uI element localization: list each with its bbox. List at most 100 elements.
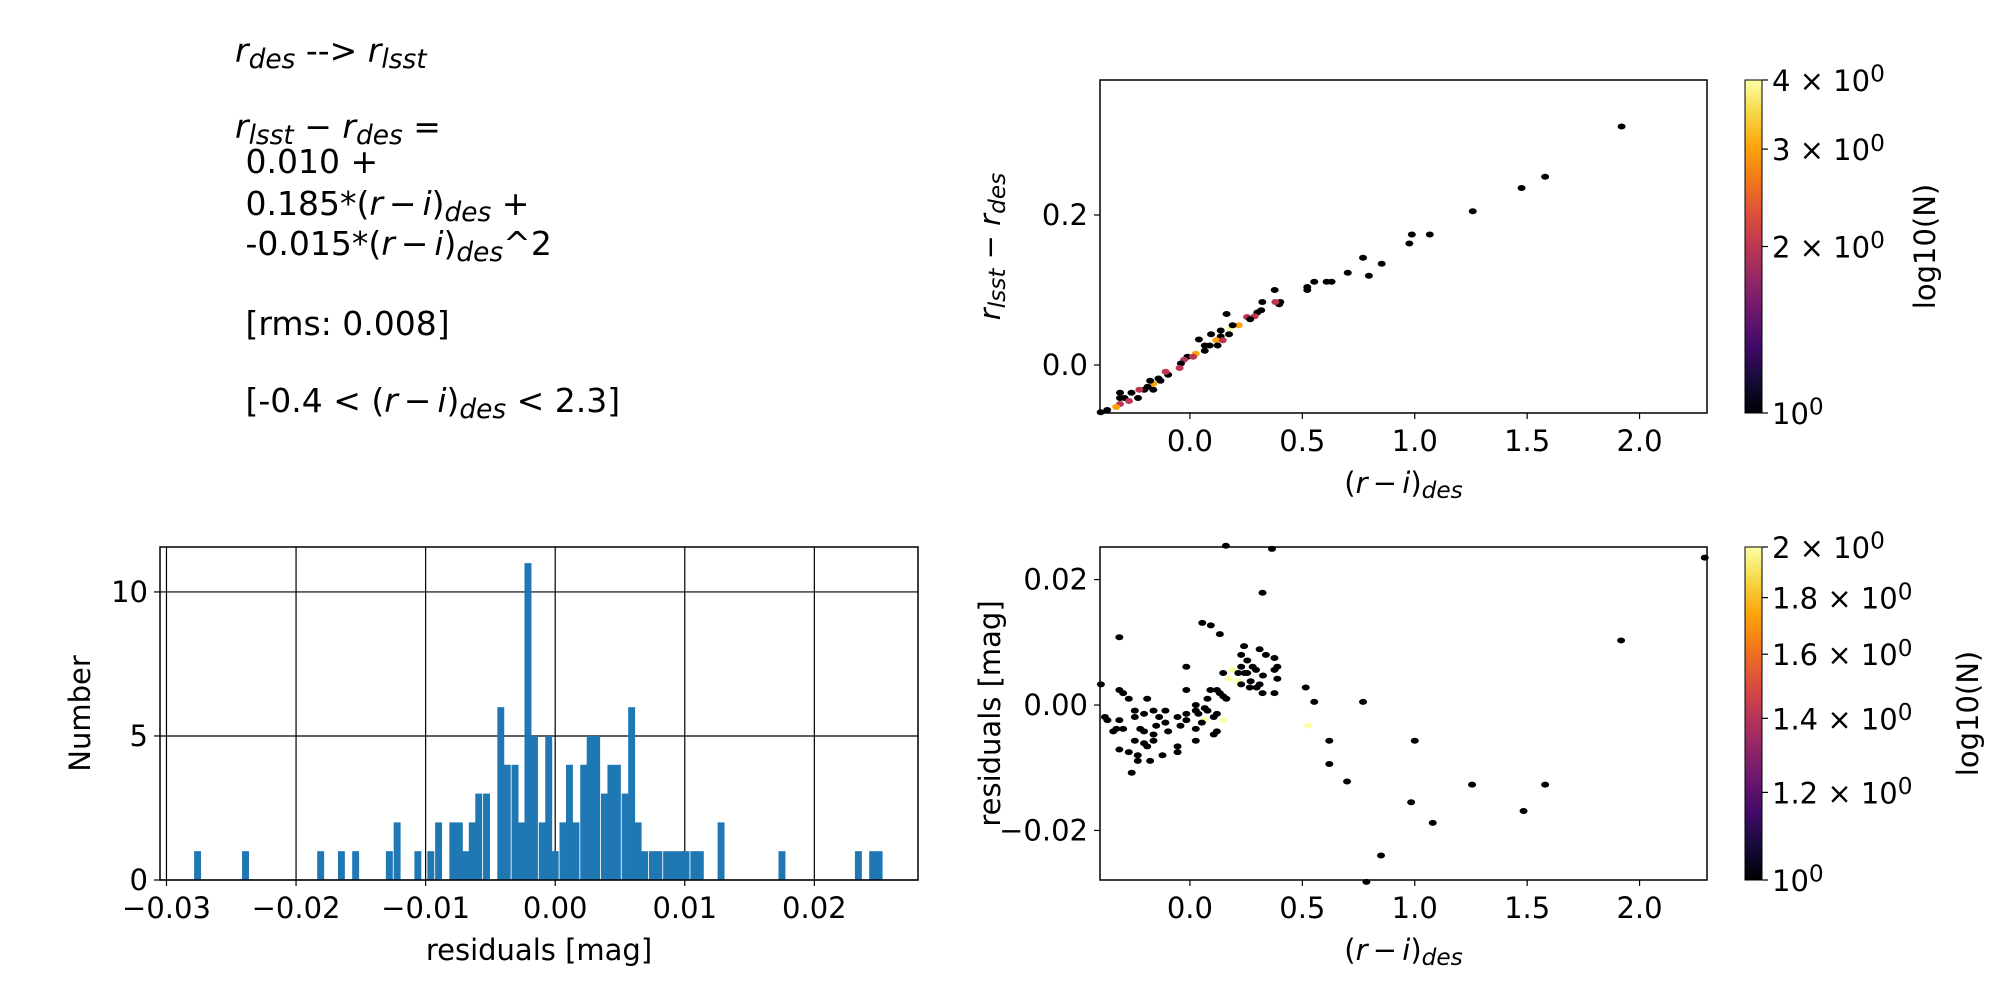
- equation-line6: [rms: 0.008]: [235, 304, 450, 343]
- scatter-point: [1325, 760, 1334, 767]
- scatter-point: [1301, 684, 1310, 691]
- histogram-bar: [455, 822, 463, 880]
- scatter-point: [1425, 231, 1434, 238]
- scatter-point: [1115, 634, 1124, 641]
- scatter-point: [1143, 695, 1152, 702]
- histogram-bar: [854, 851, 862, 880]
- y-axis-label: rlsst − rdes: [973, 173, 1011, 320]
- scatter-point: [1234, 322, 1243, 329]
- scatter-point: [1119, 690, 1128, 697]
- scatter-point: [1258, 690, 1267, 697]
- colorbar-tick-label: 3 × 100: [1772, 130, 1885, 167]
- scatter-point: [1143, 743, 1152, 750]
- scatter-point: [1173, 749, 1182, 756]
- y-tick-label: 0.0: [1042, 348, 1088, 382]
- colorbar-tick-label: 100: [1772, 394, 1824, 431]
- histogram-bar: [518, 822, 525, 880]
- scatter-point: [1222, 695, 1231, 702]
- scatter-point: [1519, 808, 1528, 815]
- scatter-point: [1116, 389, 1125, 396]
- scatter-point: [1252, 684, 1261, 691]
- histogram-bar: [628, 707, 636, 880]
- x-tick-label: 1.0: [1392, 891, 1438, 925]
- plot-area: [1100, 547, 1707, 880]
- scatter-point: [1152, 722, 1161, 729]
- x-tick-label: 0.0: [1167, 891, 1213, 925]
- histogram-bar: [393, 822, 401, 880]
- scatter-point: [1237, 651, 1246, 658]
- scatter-point: [1255, 646, 1264, 653]
- scatter-point: [1194, 710, 1203, 717]
- colorbar: 100 2 × 100 3 × 100 4 × 100 log10(N): [1744, 61, 1942, 431]
- scatter-point: [1252, 666, 1261, 673]
- scatter-point: [1359, 254, 1368, 261]
- scatter-point: [1215, 631, 1224, 638]
- scatter-point: [1209, 731, 1218, 738]
- scatter-point: [1133, 752, 1142, 759]
- scatter-point: [1127, 769, 1136, 776]
- colorbar-tick-label: 2 × 100: [1772, 227, 1885, 264]
- scatter-point: [1146, 757, 1155, 764]
- colorbar-tick-label: 1.8 × 100: [1772, 578, 1913, 615]
- axes-frame: [1099, 546, 1708, 881]
- scatter-point: [1164, 728, 1173, 735]
- scatter-point: [1182, 717, 1191, 724]
- scatter-point: [1112, 404, 1121, 410]
- scatter-point: [1377, 852, 1386, 859]
- scatter-point: [1407, 799, 1416, 806]
- scatter-point: [1228, 666, 1237, 673]
- equation-line1: rdes --> rlsst: [235, 31, 428, 75]
- scatter-point: [1219, 717, 1228, 724]
- plot-area: [1100, 80, 1707, 413]
- histogram-bar: [663, 851, 671, 880]
- histogram-bar: [337, 851, 345, 880]
- y-tick-label: 0.02: [1023, 563, 1088, 597]
- x-tick-label: −0.02: [252, 891, 341, 925]
- colorbar-label: log10(N): [1908, 184, 1942, 309]
- scatter-point: [1243, 670, 1252, 677]
- x-tick-label: −0.01: [381, 891, 470, 925]
- scatter-point: [1245, 684, 1254, 691]
- scatter-point: [1191, 725, 1200, 732]
- histogram-bar: [586, 735, 594, 880]
- scatter-point: [1176, 722, 1185, 729]
- scatter-point: [1115, 746, 1124, 753]
- x-tick-label: 0.00: [523, 891, 588, 925]
- scatter-point: [1125, 398, 1134, 404]
- histogram-bar: [613, 764, 621, 880]
- scatter-point: [1237, 681, 1246, 688]
- scatter-point: [1218, 337, 1227, 344]
- scatter-point: [1127, 389, 1136, 396]
- scatter-point: [1124, 695, 1133, 702]
- y-tick-label: 0: [130, 863, 148, 897]
- x-tick-label: −0.03: [122, 891, 211, 925]
- scatter-point: [1133, 395, 1142, 401]
- scatter-point: [1140, 710, 1149, 717]
- scatter-point: [1194, 336, 1203, 343]
- colorbar-tick-label: 2 × 100: [1772, 528, 1885, 565]
- scatter-point: [1216, 327, 1225, 334]
- histogram-bar: [621, 793, 629, 880]
- scatter-point: [1155, 713, 1164, 720]
- scatter-point: [1130, 713, 1139, 720]
- scatter-point: [1103, 717, 1112, 724]
- scatter-point: [1158, 752, 1167, 759]
- histogram-bar: [242, 851, 249, 880]
- x-tick-label: 0.5: [1279, 424, 1325, 458]
- scatter-point: [1213, 342, 1222, 349]
- y-tick-label: 5: [130, 719, 148, 753]
- scatter-point: [1182, 663, 1191, 670]
- scatter-point: [1149, 731, 1158, 738]
- scatter-point: [1377, 260, 1386, 267]
- colorbar-label: log10(N): [1951, 651, 1985, 776]
- colorbar-tick-label: 4 × 100: [1772, 61, 1885, 98]
- axes-frame: [1099, 79, 1708, 414]
- axes-frame: [159, 546, 919, 881]
- scatter-point: [1200, 347, 1209, 354]
- histogram-bar: [648, 851, 656, 880]
- histogram-bar: [538, 822, 546, 880]
- equation-line5: -0.015*(r − i)des^2: [235, 224, 552, 268]
- scatter-point: [1206, 686, 1215, 693]
- histogram-bar: [317, 851, 325, 880]
- scatter-point: [1149, 707, 1158, 714]
